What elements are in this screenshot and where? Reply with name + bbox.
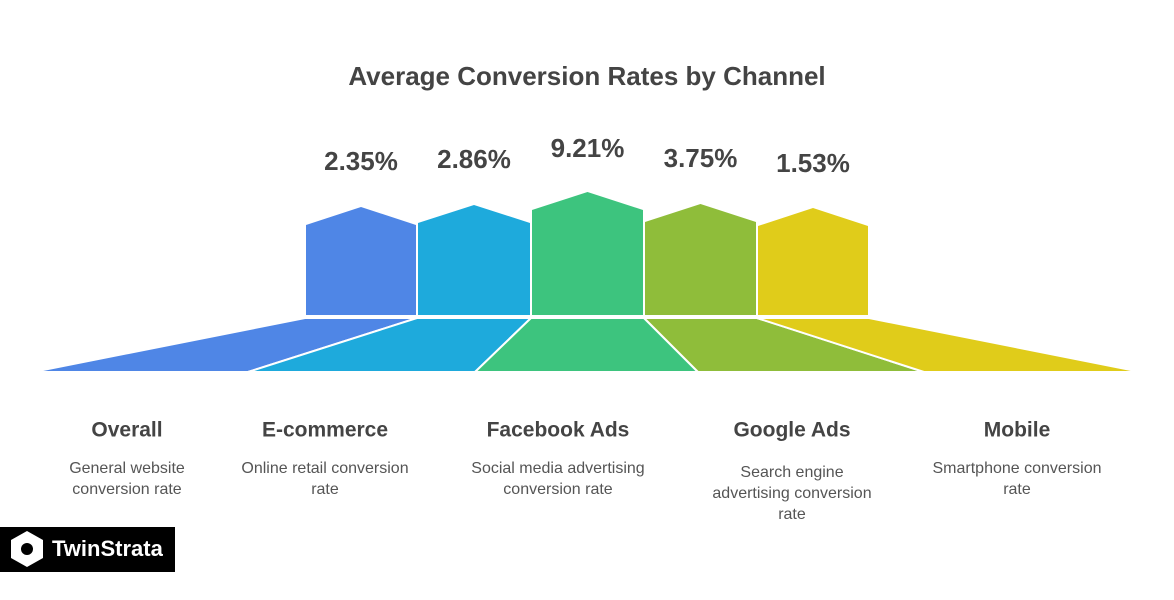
channel-description: Search engine — [740, 464, 843, 481]
house — [758, 208, 868, 315]
house — [532, 192, 643, 315]
house — [645, 204, 756, 315]
value-label: 2.86% — [437, 144, 511, 174]
channel-description: rate — [311, 481, 339, 498]
value-label: 1.53% — [776, 148, 850, 178]
channel-name: Google Ads — [733, 419, 850, 442]
title: Average Conversion Rates by Channel — [348, 61, 825, 91]
channel-description: Social media advertising — [471, 460, 644, 477]
house — [306, 207, 416, 315]
channel-description: General website — [69, 460, 185, 477]
logo-icon-dot — [21, 543, 33, 555]
value-label: 3.75% — [664, 143, 738, 173]
channel-description: Online retail conversion — [241, 460, 408, 477]
house — [418, 205, 530, 315]
channel-name: Mobile — [984, 419, 1051, 442]
logo-text: TwinStrata — [52, 536, 164, 561]
logo: TwinStrata — [0, 527, 175, 572]
channel-name: Facebook Ads — [487, 419, 630, 442]
channel-description: advertising conversion — [712, 485, 871, 502]
value-label: 9.21% — [551, 133, 625, 163]
channel-name: Overall — [91, 419, 162, 442]
channel-description: Smartphone conversion — [933, 460, 1102, 477]
channel-description: conversion rate — [503, 481, 612, 498]
value-label: 2.35% — [324, 146, 398, 176]
base — [756, 317, 1142, 373]
channel-description: conversion rate — [72, 481, 181, 498]
channel-description: rate — [778, 506, 806, 523]
channel-name: E-commerce — [262, 419, 388, 442]
channel-description: rate — [1003, 481, 1031, 498]
